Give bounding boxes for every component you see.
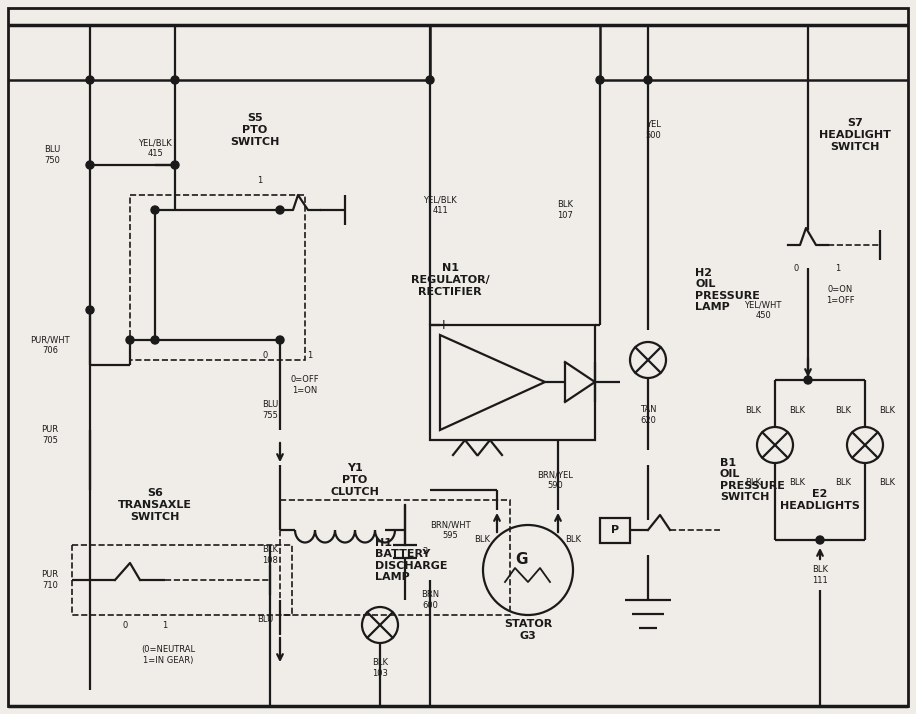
- Text: BLK: BLK: [745, 406, 761, 415]
- Circle shape: [644, 76, 652, 84]
- Text: PUR/WHT
706: PUR/WHT 706: [30, 336, 70, 355]
- Text: E2
HEADLIGHTS: E2 HEADLIGHTS: [780, 489, 860, 511]
- Circle shape: [126, 336, 134, 344]
- Text: YEL
500: YEL 500: [645, 120, 660, 140]
- Text: BLK: BLK: [835, 406, 851, 415]
- Bar: [430, 325, 595, 440]
- Circle shape: [86, 76, 94, 84]
- Text: YEL/BLK
411: YEL/BLK 411: [423, 196, 457, 215]
- Text: 0=ON
1=OFF: 0=ON 1=OFF: [825, 286, 855, 305]
- Text: BLU
750: BLU 750: [44, 146, 60, 165]
- Circle shape: [171, 76, 179, 84]
- Text: +: +: [437, 318, 449, 332]
- Text: BLK: BLK: [745, 478, 761, 486]
- Text: 0: 0: [262, 351, 267, 360]
- Text: 0=OFF
1=ON: 0=OFF 1=ON: [290, 376, 320, 395]
- Text: H1
BATTERY
DISCHARGE
LAMP: H1 BATTERY DISCHARGE LAMP: [375, 538, 448, 583]
- Text: BLK: BLK: [474, 536, 490, 545]
- Text: 1: 1: [162, 620, 168, 630]
- Circle shape: [816, 536, 824, 544]
- Text: 2: 2: [422, 548, 428, 556]
- Text: BRN/WHT
595: BRN/WHT 595: [430, 521, 470, 540]
- Text: STATOR
G3: STATOR G3: [504, 619, 552, 640]
- Text: BLK
103: BLK 103: [372, 658, 388, 678]
- Bar: [72, 545, 292, 615]
- Text: BLK: BLK: [835, 478, 851, 486]
- Circle shape: [276, 206, 284, 214]
- Text: 1: 1: [257, 176, 263, 184]
- Circle shape: [426, 76, 434, 84]
- Text: BLK
107: BLK 107: [557, 201, 573, 220]
- Circle shape: [171, 161, 179, 169]
- Text: BLK: BLK: [565, 536, 581, 545]
- Text: TAN
620: TAN 620: [639, 406, 656, 425]
- Text: Y1
PTO
CLUTCH: Y1 PTO CLUTCH: [331, 463, 379, 497]
- Text: P: P: [611, 525, 619, 535]
- Text: 0: 0: [123, 620, 127, 630]
- Circle shape: [804, 376, 812, 384]
- Text: S5
PTO
SWITCH: S5 PTO SWITCH: [230, 114, 279, 146]
- Text: BLK: BLK: [789, 478, 805, 486]
- Bar: [600, 518, 630, 543]
- Text: BLK: BLK: [879, 406, 895, 415]
- Text: BLK
108: BLK 108: [262, 545, 278, 565]
- Text: YEL/BLK
415: YEL/BLK 415: [138, 139, 172, 158]
- Text: BRN
600: BRN 600: [421, 590, 439, 610]
- Text: PUR
705: PUR 705: [41, 426, 59, 445]
- Circle shape: [86, 306, 94, 314]
- Text: 1: 1: [308, 351, 312, 360]
- Text: YEL/WHT
450: YEL/WHT 450: [745, 301, 781, 320]
- Text: BLU
755: BLU 755: [262, 401, 278, 420]
- Text: G: G: [516, 553, 529, 568]
- Text: BLU: BLU: [256, 615, 273, 625]
- Text: PUR
710: PUR 710: [41, 570, 59, 590]
- Text: N1
REGULATOR/
RECTIFIER: N1 REGULATOR/ RECTIFIER: [410, 263, 489, 296]
- Circle shape: [276, 336, 284, 344]
- Text: S7
HEADLIGHT
SWITCH: S7 HEADLIGHT SWITCH: [819, 119, 891, 151]
- Circle shape: [151, 206, 159, 214]
- Text: 1: 1: [835, 263, 841, 273]
- Text: H2
OIL
PRESSURE
LAMP: H2 OIL PRESSURE LAMP: [695, 268, 760, 313]
- Bar: [130, 195, 305, 360]
- Text: S6
TRANSAXLE
SWITCH: S6 TRANSAXLE SWITCH: [118, 488, 192, 522]
- Bar: [280, 500, 510, 615]
- Circle shape: [596, 76, 604, 84]
- Circle shape: [86, 161, 94, 169]
- Text: 0: 0: [793, 263, 799, 273]
- Text: BLK: BLK: [879, 478, 895, 486]
- Text: B1
OIL
PRESSURE
SWITCH: B1 OIL PRESSURE SWITCH: [720, 458, 785, 503]
- Text: BLK: BLK: [789, 406, 805, 415]
- Text: (0=NEUTRAL
1=IN GEAR): (0=NEUTRAL 1=IN GEAR): [141, 645, 195, 665]
- Circle shape: [151, 336, 159, 344]
- Text: BLK
111: BLK 111: [812, 565, 828, 585]
- Text: BRN/YEL
590: BRN/YEL 590: [537, 471, 572, 490]
